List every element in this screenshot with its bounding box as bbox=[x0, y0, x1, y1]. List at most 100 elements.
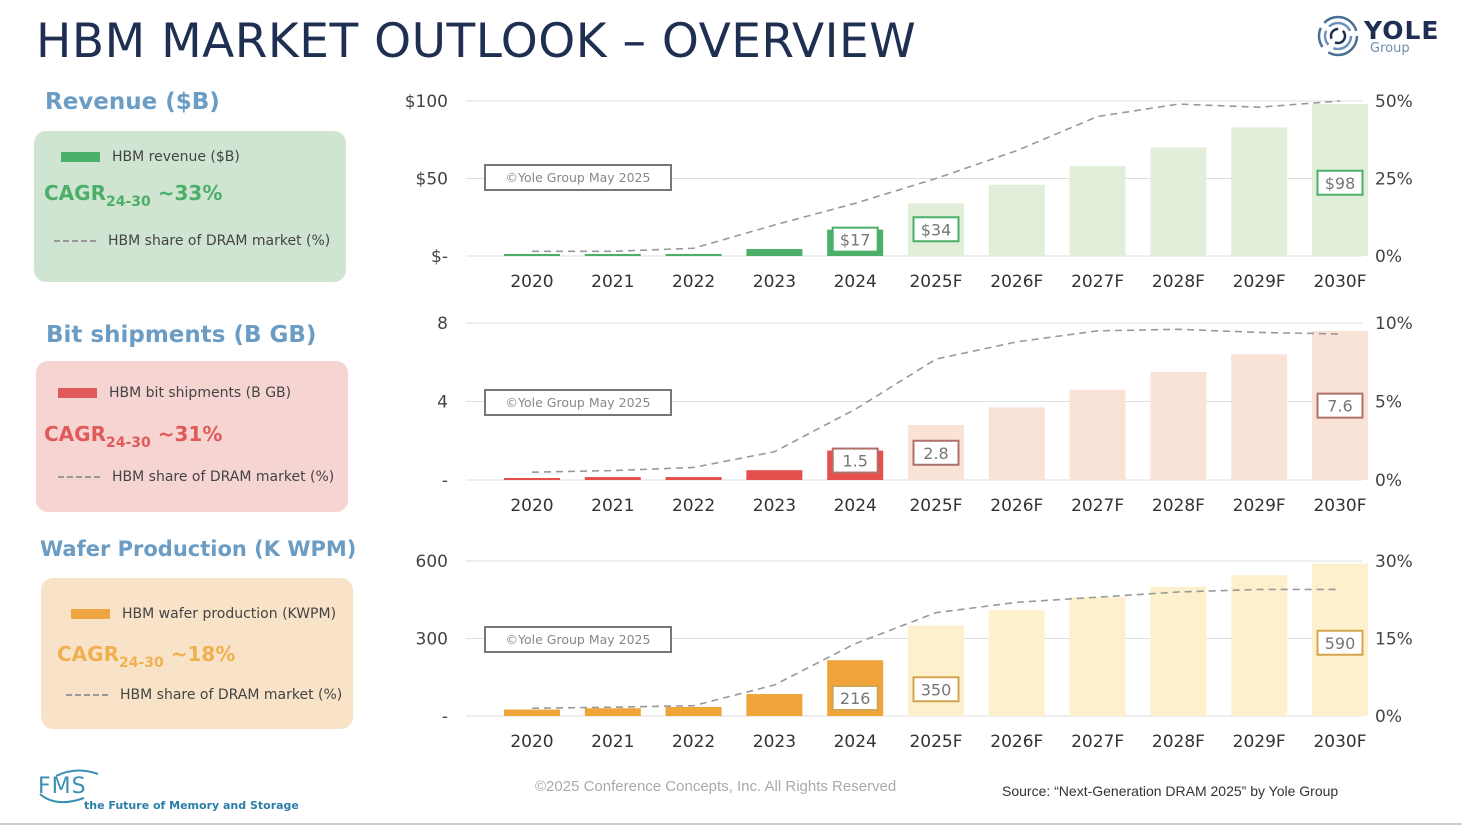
right-tick-label: 50% bbox=[1375, 92, 1413, 112]
yole-logo-sub: Group bbox=[1370, 41, 1410, 56]
bar-2029F bbox=[1231, 354, 1288, 480]
share-line bbox=[531, 328, 1341, 473]
category-label: 2028F bbox=[1152, 732, 1205, 752]
category-label: 2026F bbox=[990, 732, 1043, 752]
revenue-swatch bbox=[61, 152, 100, 162]
bar-2021 bbox=[584, 254, 641, 256]
category-label: 2025F bbox=[909, 732, 962, 752]
dashed-line-icon bbox=[54, 240, 96, 242]
category-label: 2029F bbox=[1233, 272, 1286, 292]
data-label-box bbox=[912, 216, 960, 243]
bar-2021 bbox=[584, 708, 641, 716]
revenue-section-title: Revenue ($B) bbox=[45, 89, 220, 115]
bar-2028F bbox=[1150, 147, 1207, 256]
category-label: 2021 bbox=[591, 732, 634, 752]
dashed-line-icon bbox=[58, 476, 100, 478]
watermark-box bbox=[484, 164, 672, 191]
category-label: 2021 bbox=[591, 496, 634, 516]
fms-tagline: the Future of Memory and Storage bbox=[84, 799, 299, 812]
bits-legend-bar: HBM bit shipments (B GB) bbox=[58, 385, 291, 401]
bar-2029F bbox=[1231, 575, 1288, 716]
wafer-legend-bar: HBM wafer production (KWPM) bbox=[71, 606, 336, 622]
cagr-period: 24-30 bbox=[105, 194, 151, 210]
footer-copyright: ©2025 Conference Concepts, Inc. All Righ… bbox=[535, 778, 897, 795]
watermark-box bbox=[484, 626, 672, 653]
category-label: 2023 bbox=[753, 732, 796, 752]
bits-cagr: CAGR24-30 ~31% bbox=[44, 422, 222, 451]
category-label: 2022 bbox=[672, 496, 715, 516]
right-tick-label: 0% bbox=[1375, 707, 1402, 727]
bar-2027F bbox=[1069, 389, 1126, 480]
data-label-box bbox=[831, 685, 879, 711]
yole-logo: YOLE Group bbox=[1316, 14, 1446, 62]
data-label-box bbox=[831, 447, 879, 474]
footer-source: Source: “Next-Generation DRAM 2025” by Y… bbox=[1002, 783, 1339, 799]
bar-2028F bbox=[1150, 372, 1207, 480]
category-label: 2024 bbox=[834, 496, 877, 516]
category-label: 2027F bbox=[1071, 272, 1124, 292]
category-label: 2028F bbox=[1152, 496, 1205, 516]
left-tick-label: - bbox=[442, 471, 448, 491]
left-tick-label: $50 bbox=[416, 170, 448, 190]
dashed-line-icon bbox=[66, 694, 108, 696]
bar-2023 bbox=[746, 249, 803, 256]
data-label: $17 bbox=[840, 231, 871, 250]
cagr-value: ~33% bbox=[150, 181, 223, 205]
bits-legend-box: HBM bit shipments (B GB) CAGR24-30 ~31% … bbox=[36, 361, 348, 512]
revenue-legend-line-label: HBM share of DRAM market (%) bbox=[108, 233, 331, 249]
bar-2020 bbox=[504, 254, 560, 256]
bar-2026F bbox=[988, 184, 1045, 256]
right-tick-label: 0% bbox=[1375, 247, 1402, 267]
watermark-box bbox=[484, 389, 672, 416]
category-label: 2029F bbox=[1233, 732, 1286, 752]
fms-logo: FMS the Future of Memory and Storage bbox=[36, 768, 299, 818]
bar-2023 bbox=[746, 694, 803, 716]
left-tick-label: 300 bbox=[416, 630, 448, 650]
wafer-legend-line-label: HBM share of DRAM market (%) bbox=[120, 687, 343, 703]
data-label-box bbox=[831, 226, 879, 253]
category-label: 2025F bbox=[909, 496, 962, 516]
data-label: 7.6 bbox=[1327, 397, 1352, 416]
category-label: 2024 bbox=[834, 272, 877, 292]
cagr-label: CAGR bbox=[57, 642, 119, 666]
revenue-legend-line: HBM share of DRAM market (%) bbox=[54, 233, 330, 249]
category-label: 2023 bbox=[753, 272, 796, 292]
category-label: 2026F bbox=[990, 272, 1043, 292]
data-label-box bbox=[912, 676, 960, 703]
cagr-value: ~31% bbox=[150, 422, 223, 446]
wafer-legend-line: HBM share of DRAM market (%) bbox=[66, 687, 342, 703]
page-title: HBM MARKET OUTLOOK – OVERVIEW bbox=[36, 14, 917, 69]
bar-2026F bbox=[988, 610, 1045, 716]
cagr-period: 24-30 bbox=[105, 435, 151, 451]
category-label: 2020 bbox=[510, 732, 553, 752]
cagr-label: CAGR bbox=[44, 422, 106, 446]
data-label-box bbox=[1316, 392, 1364, 419]
data-label: $98 bbox=[1325, 174, 1356, 193]
bar-2020 bbox=[504, 478, 560, 480]
data-label: 216 bbox=[840, 689, 871, 708]
wafer-legend-bar-label: HBM wafer production (KWPM) bbox=[122, 606, 337, 622]
category-label: 2021 bbox=[591, 272, 634, 292]
wafer-swatch bbox=[71, 609, 110, 619]
bar-2027F bbox=[1069, 597, 1126, 716]
data-label-box bbox=[1316, 169, 1364, 196]
data-label: 590 bbox=[1325, 634, 1356, 653]
left-tick-label: 600 bbox=[416, 552, 448, 572]
category-label: 2026F bbox=[990, 496, 1043, 516]
revenue-cagr: CAGR24-30 ~33% bbox=[44, 181, 222, 210]
bar-2027F bbox=[1069, 166, 1126, 256]
data-label: 2.8 bbox=[923, 444, 948, 463]
right-tick-label: 15% bbox=[1375, 630, 1413, 650]
category-label: 2022 bbox=[672, 272, 715, 292]
revenue-legend-box: HBM revenue ($B) CAGR24-30 ~33% HBM shar… bbox=[34, 131, 346, 282]
cagr-label: CAGR bbox=[44, 181, 106, 205]
left-tick-label: $- bbox=[431, 247, 448, 267]
category-label: 2027F bbox=[1071, 732, 1124, 752]
left-tick-label: $100 bbox=[405, 92, 448, 112]
watermark-text: ©Yole Group May 2025 bbox=[506, 170, 651, 185]
bottom-divider bbox=[0, 823, 1462, 825]
left-tick-label: 4 bbox=[437, 393, 448, 413]
bits-legend-line: HBM share of DRAM market (%) bbox=[58, 469, 334, 485]
revenue-legend-bar-label: HBM revenue ($B) bbox=[112, 149, 240, 165]
wafer-section-title: Wafer Production (K WPM) bbox=[40, 537, 357, 561]
